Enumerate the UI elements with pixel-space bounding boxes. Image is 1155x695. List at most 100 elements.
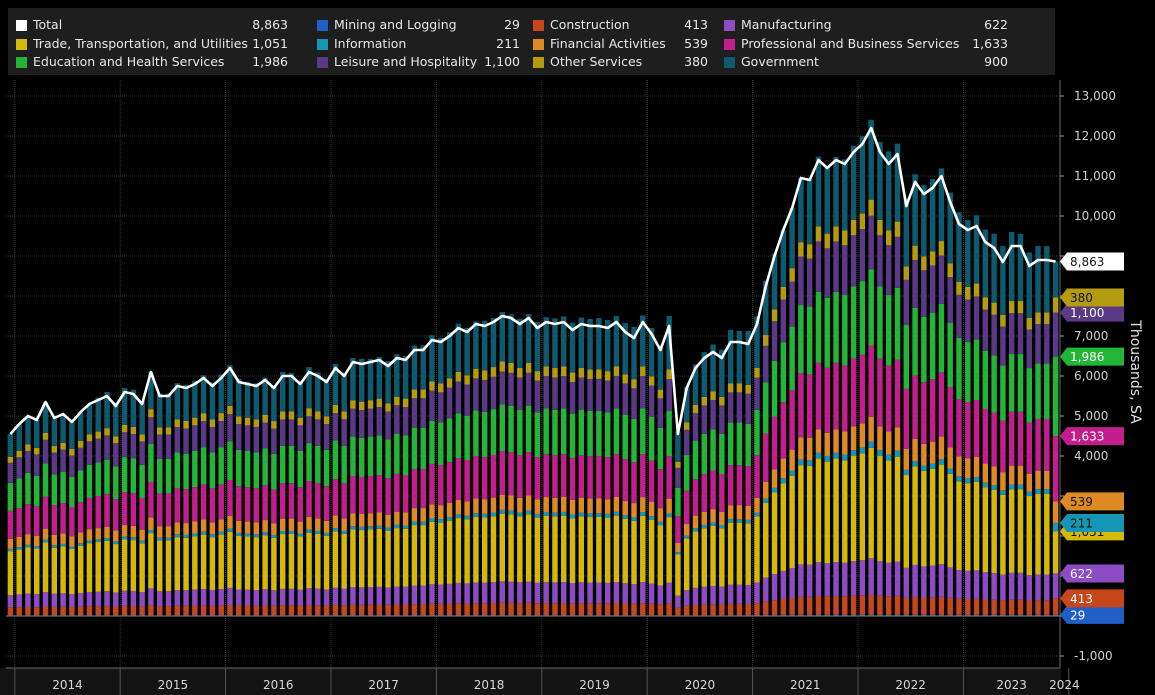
bar-other-services	[833, 226, 839, 242]
bar-other-services	[271, 421, 277, 429]
bar-manufacturing	[613, 582, 620, 603]
bar-manufacturing	[789, 568, 795, 598]
bar-information	[7, 548, 14, 552]
bar-information	[473, 513, 479, 517]
bar-leisure-and-hospitality	[455, 381, 462, 414]
bar-financial-activities	[165, 526, 172, 538]
bar-education-and-health-services	[473, 410, 479, 456]
bar-manufacturing	[244, 589, 251, 606]
bar-government	[438, 338, 444, 384]
bar-information	[525, 510, 532, 515]
bar-financial-activities	[613, 496, 620, 512]
bar-manufacturing	[174, 590, 180, 606]
bar-other-services	[947, 263, 953, 278]
bar-manufacturing	[561, 582, 567, 604]
bar-leisure-and-hospitality	[499, 371, 505, 405]
bar-trade-transportation-and-utilities	[868, 447, 874, 559]
bar-trade-transportation-and-utilities	[736, 522, 743, 585]
bar-education-and-health-services	[156, 458, 163, 494]
bar-professional-and-business-services	[86, 497, 93, 530]
bar-professional-and-business-services	[613, 454, 620, 497]
legend-item: Mining and Logging 29	[317, 17, 520, 33]
bar-government	[956, 212, 962, 282]
bar-information	[578, 512, 585, 517]
bar-trade-transportation-and-utilities	[982, 487, 989, 573]
bar-professional-and-business-services	[719, 474, 725, 512]
bar-mining-and-logging	[965, 614, 971, 616]
bar-leisure-and-hospitality	[262, 422, 268, 449]
bar-mining-and-logging	[402, 614, 409, 616]
bar-trade-transportation-and-utilities	[183, 537, 189, 591]
bar-professional-and-business-services	[877, 358, 883, 427]
bar-leisure-and-hospitality	[156, 434, 163, 459]
bar-leisure-and-hospitality	[622, 383, 628, 415]
bar-professional-and-business-services	[929, 379, 936, 442]
bar-financial-activities	[569, 500, 576, 515]
bar-professional-and-business-services	[42, 496, 49, 529]
bar-manufacturing	[359, 587, 365, 605]
bar-construction	[719, 604, 725, 616]
bar-leisure-and-hospitality	[921, 270, 927, 317]
bar-education-and-health-services	[1035, 363, 1041, 419]
total-line	[9, 126, 1056, 436]
bar-professional-and-business-services	[376, 475, 383, 513]
bar-manufacturing	[657, 585, 664, 605]
bar-leisure-and-hospitality	[139, 441, 145, 465]
bar-information	[332, 528, 339, 532]
bar-financial-activities	[894, 427, 901, 451]
bar-other-services	[446, 378, 453, 388]
bar-other-services	[16, 451, 22, 458]
bar-education-and-health-services	[236, 449, 242, 487]
bar-education-and-health-services	[894, 287, 901, 360]
bar-mining-and-logging	[411, 614, 418, 616]
bar-information	[991, 485, 997, 490]
bar-professional-and-business-services	[657, 469, 664, 509]
bar-government	[517, 318, 523, 368]
bar-trade-transportation-and-utilities	[517, 516, 523, 583]
bar-manufacturing	[666, 582, 672, 604]
bar-information	[675, 552, 681, 555]
bar-construction	[736, 603, 743, 616]
bar-education-and-health-services	[789, 326, 795, 390]
bar-construction	[903, 597, 910, 615]
bar-other-services	[7, 456, 14, 463]
bar-professional-and-business-services	[675, 516, 681, 543]
bar-government	[236, 378, 242, 417]
bar-information	[192, 533, 198, 537]
bar-financial-activities	[332, 515, 339, 529]
bar-financial-activities	[481, 499, 488, 514]
bar-manufacturing	[798, 564, 804, 597]
bar-trade-transportation-and-utilities	[692, 531, 699, 588]
bar-government	[1026, 252, 1032, 318]
bar-construction	[1035, 600, 1041, 615]
legend-swatch	[317, 57, 328, 68]
bar-education-and-health-services	[16, 478, 22, 509]
bar-manufacturing	[754, 582, 760, 604]
bar-financial-activities	[95, 528, 101, 540]
bar-financial-activities	[271, 523, 277, 536]
bar-financial-activities	[921, 443, 927, 466]
bar-construction	[956, 598, 962, 615]
bar-government	[1035, 246, 1041, 313]
bar-financial-activities	[1017, 465, 1024, 485]
bar-construction	[833, 595, 839, 615]
bar-manufacturing	[517, 582, 523, 604]
bar-leisure-and-hospitality	[525, 372, 532, 406]
bar-other-services	[991, 302, 997, 315]
bar-professional-and-business-services	[271, 489, 277, 524]
bar-mining-and-logging	[938, 614, 945, 616]
bar-leisure-and-hospitality	[771, 321, 778, 361]
bar-mining-and-logging	[912, 614, 918, 616]
bar-government	[877, 142, 883, 220]
bar-manufacturing	[341, 588, 347, 606]
bar-construction	[921, 597, 927, 615]
bar-leisure-and-hospitality	[7, 462, 14, 483]
bar-trade-transportation-and-utilities	[253, 537, 260, 590]
legend-series-value: 900	[984, 54, 1008, 69]
bar-trade-transportation-and-utilities	[938, 464, 945, 565]
bar-professional-and-business-services	[420, 469, 426, 509]
bar-mining-and-logging	[833, 614, 839, 616]
bar-manufacturing	[86, 591, 93, 607]
legend-swatch	[533, 20, 544, 31]
bar-information	[982, 482, 989, 488]
